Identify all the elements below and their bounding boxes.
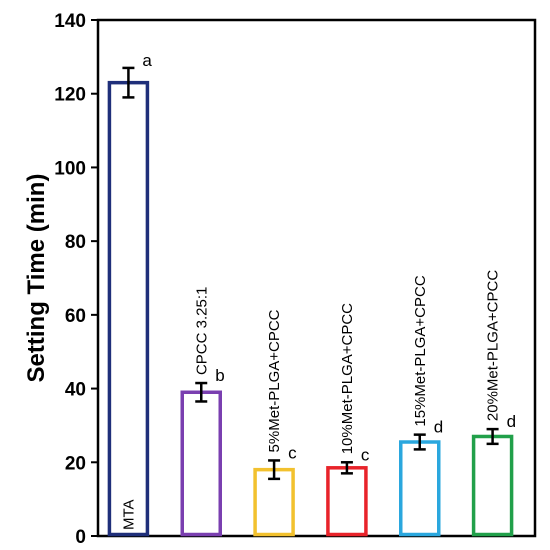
category-label: 20%Met-PLGA+CPCC	[485, 270, 502, 421]
y-tick-label: 140	[54, 11, 86, 32]
bar	[180, 390, 222, 537]
bar	[399, 440, 441, 537]
y-tick-label: 80	[65, 232, 86, 253]
y-axis-title: Setting Time (min)	[23, 174, 50, 383]
category-label: 10%Met-PLGA+CPCC	[339, 303, 356, 454]
bar	[107, 80, 150, 537]
y-tick-label: 0	[75, 527, 86, 548]
bars: a MTA b CPCC 3.25:1 c 5%Met-PLGA+CPCC c 10%Met-…	[107, 51, 516, 537]
significance-label: d	[507, 412, 516, 431]
category-label: CPCC 3.25:1	[193, 287, 210, 375]
category-label: 5%Met-PLGA+CPCC	[266, 309, 283, 452]
significance-label: c	[288, 443, 297, 462]
significance-label: d	[434, 418, 443, 437]
y-tick-label: 100	[54, 158, 86, 179]
y-tick-label: 120	[54, 85, 86, 106]
bar	[326, 466, 368, 537]
category-label: 15%Met-PLGA+CPCC	[412, 275, 429, 426]
y-axis: 0 20 40 60 80 100 120 140	[54, 11, 98, 548]
bar	[253, 467, 295, 537]
category-label: MTA	[120, 499, 137, 530]
y-tick-label: 40	[65, 380, 86, 401]
significance-label: a	[142, 51, 152, 70]
plot-frame	[96, 18, 537, 538]
bar	[471, 434, 514, 537]
significance-label: c	[361, 445, 370, 464]
significance-label: b	[215, 366, 224, 385]
y-tick-label: 20	[65, 453, 86, 474]
plot-border	[96, 18, 537, 538]
y-tick-label: 60	[65, 306, 86, 327]
